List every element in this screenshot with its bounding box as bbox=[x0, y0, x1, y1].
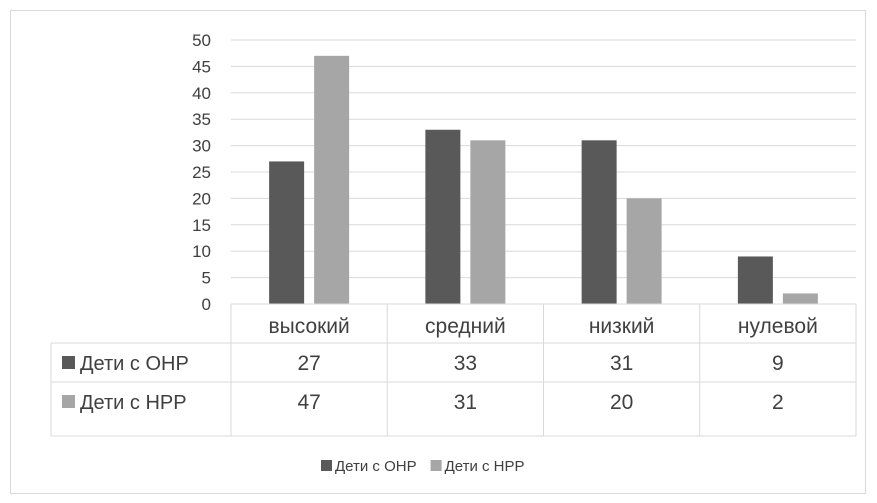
table-legend-swatch bbox=[62, 356, 75, 369]
bar bbox=[269, 161, 305, 304]
table-cell-value: 20 bbox=[610, 391, 633, 414]
table-cell-value: 31 bbox=[454, 391, 477, 414]
bar bbox=[425, 129, 461, 304]
legend: Дети с ОНР Дети с НРР bbox=[321, 458, 525, 475]
legend-label: Дети с НРР bbox=[445, 458, 525, 475]
y-tick-label: 25 bbox=[192, 163, 211, 182]
legend-swatch bbox=[430, 460, 442, 471]
bars bbox=[269, 55, 818, 305]
y-tick-label: 30 bbox=[192, 137, 211, 156]
x-category-label: низкий bbox=[589, 315, 655, 338]
y-tick-label: 35 bbox=[192, 110, 211, 129]
bar bbox=[782, 293, 818, 304]
table-series-label: Дети с НРР bbox=[80, 392, 187, 414]
y-tick-label: 45 bbox=[192, 57, 211, 76]
table-cell-value: 47 bbox=[297, 391, 320, 414]
x-category-label: нулевой bbox=[738, 315, 818, 338]
table-series-label: Дети с ОНР bbox=[80, 353, 189, 375]
y-tick-label: 40 bbox=[192, 84, 211, 103]
legend-swatch bbox=[321, 460, 332, 471]
bar bbox=[626, 198, 662, 304]
table-cell-value: 9 bbox=[772, 352, 784, 375]
table-cell-value: 2 bbox=[772, 391, 784, 414]
bar bbox=[314, 55, 350, 305]
bar bbox=[470, 140, 506, 304]
legend-label: Дети с ОНР bbox=[335, 458, 417, 475]
y-tick-label: 10 bbox=[192, 242, 211, 261]
table-cell-value: 31 bbox=[610, 352, 633, 375]
y-axis: 0 5 10 15 20 25 30 35 40 45 50 bbox=[192, 31, 211, 314]
bar bbox=[581, 140, 617, 304]
x-category-label: высокий bbox=[268, 315, 349, 338]
bar bbox=[737, 256, 773, 304]
y-tick-label: 50 bbox=[192, 31, 211, 50]
y-tick-label: 20 bbox=[192, 189, 211, 208]
y-tick-label: 15 bbox=[192, 216, 211, 235]
y-tick-label: 5 bbox=[202, 269, 211, 288]
data-table: высокий средний низкий нулевой Дети с ОНР 27 3… bbox=[50, 303, 857, 437]
y-tick-label: 0 bbox=[202, 295, 211, 314]
table-legend-swatch bbox=[62, 395, 75, 408]
x-category-label: средний bbox=[425, 315, 506, 338]
table-cell-value: 33 bbox=[454, 352, 477, 375]
table-cell-value: 27 bbox=[297, 352, 320, 375]
